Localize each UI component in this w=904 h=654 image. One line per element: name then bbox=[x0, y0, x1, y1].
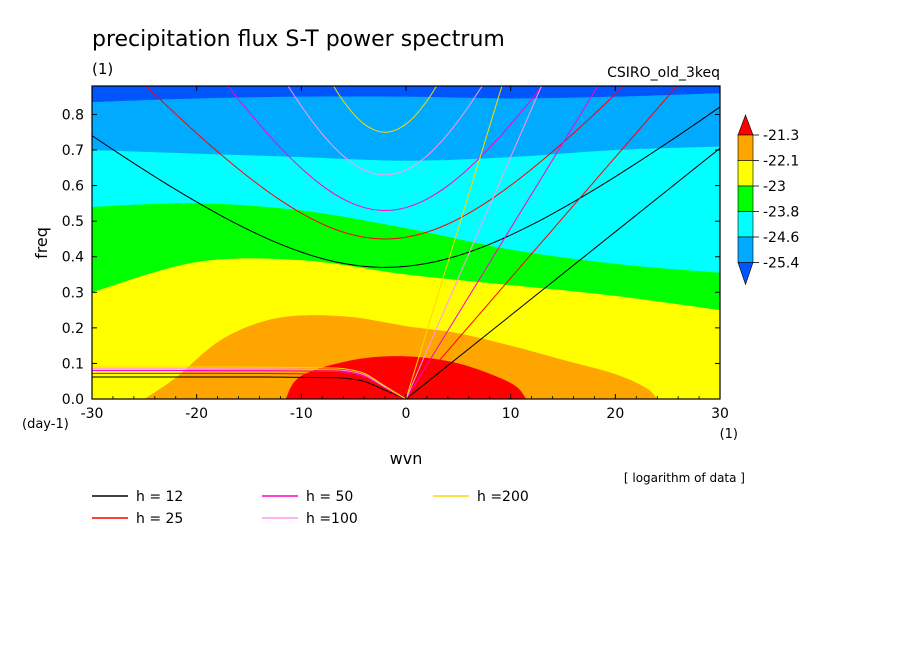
curve-set-5 bbox=[92, 86, 503, 399]
colorbar-label: -24.6 bbox=[763, 230, 799, 246]
x-tick-label: 10 bbox=[502, 406, 520, 422]
y-axis-unit: (day-1) bbox=[22, 417, 69, 432]
x-tick-label: -30 bbox=[81, 406, 104, 422]
kelvin-line bbox=[405, 86, 678, 399]
legend-item: h =200 bbox=[433, 489, 529, 505]
gravity-wave-curve bbox=[227, 86, 543, 211]
y-tick-label: 0.0 bbox=[62, 392, 84, 408]
legend-label: h = 50 bbox=[306, 489, 353, 505]
rossby-curve bbox=[92, 376, 408, 399]
legend-label: h = 25 bbox=[136, 511, 183, 527]
kelvin-line bbox=[405, 86, 599, 399]
x-tick-label: 0 bbox=[402, 406, 411, 422]
gravity-wave-curve bbox=[287, 86, 483, 176]
colorbar-segment bbox=[737, 211, 754, 238]
units-label: (1) bbox=[92, 60, 113, 78]
colorbar-segment bbox=[737, 160, 754, 187]
colorbar-label: -22.1 bbox=[763, 154, 799, 170]
y-tick-label: 0.5 bbox=[62, 214, 84, 230]
model-label: CSIRO_old_3keq bbox=[607, 65, 720, 81]
curve-set-2 bbox=[92, 86, 678, 399]
colorbar: -21.3 -22.1 -23 -23.8 -24.6 -25.4 bbox=[737, 114, 799, 286]
x-tick-label: 30 bbox=[711, 406, 729, 422]
chart-title: precipitation flux S-T power spectrum bbox=[92, 27, 505, 52]
colorbar-bottom-arrow bbox=[737, 262, 754, 286]
gravity-wave-curve bbox=[332, 86, 438, 133]
colorbar-label: -21.3 bbox=[763, 128, 799, 144]
fill-red bbox=[285, 356, 527, 399]
colorbar-segment bbox=[737, 134, 754, 161]
fill-blue bbox=[92, 86, 720, 103]
x-axis-ticks: -30 -20 -10 0 10 20 30 bbox=[81, 86, 729, 422]
legend-label: h =100 bbox=[306, 511, 358, 527]
gravity-wave-curve bbox=[145, 86, 625, 240]
legend-label: h =200 bbox=[477, 489, 529, 505]
y-tick-label: 0.3 bbox=[62, 285, 84, 301]
colorbar-segment bbox=[737, 185, 754, 212]
curve-set-4 bbox=[92, 86, 542, 399]
rossby-curve bbox=[92, 366, 407, 399]
colorbar-label: -25.4 bbox=[763, 256, 799, 272]
kelvin-line bbox=[405, 86, 542, 399]
legend-item: h = 50 bbox=[262, 489, 353, 505]
rossby-curve bbox=[92, 370, 408, 399]
x-axis-unit: (1) bbox=[720, 427, 738, 442]
x-tick-label: -20 bbox=[185, 406, 208, 422]
x-axis-label: wvn bbox=[390, 449, 423, 468]
gravity-wave-curve bbox=[92, 106, 720, 268]
y-tick-label: 0.4 bbox=[62, 250, 84, 266]
contour-fills bbox=[92, 86, 720, 399]
colorbar-segment bbox=[737, 236, 754, 263]
y-tick-label: 0.7 bbox=[62, 143, 84, 159]
rossby-curve bbox=[92, 372, 408, 399]
colorbar-label: -23 bbox=[763, 179, 786, 195]
y-axis-ticks: 0.0 0.1 0.2 0.3 0.4 0.5 0.6 0.7 0.8 bbox=[62, 107, 720, 408]
legend-item: h = 25 bbox=[92, 511, 183, 527]
legend: h = 12 h = 25 h = 50 h =100 h =200 bbox=[92, 489, 529, 527]
y-tick-label: 0.1 bbox=[62, 356, 84, 372]
y-tick-label: 0.8 bbox=[62, 107, 84, 123]
kelvin-line bbox=[405, 86, 503, 399]
y-tick-label: 0.6 bbox=[62, 179, 84, 195]
x-tick-label: -10 bbox=[290, 406, 313, 422]
log-note: [ logarithm of data ] bbox=[624, 471, 745, 485]
curve-set-1 bbox=[92, 106, 720, 399]
curve-set-3 bbox=[92, 86, 599, 399]
x-tick-label: 20 bbox=[606, 406, 624, 422]
colorbar-label: -23.8 bbox=[763, 205, 799, 221]
legend-item: h =100 bbox=[262, 511, 358, 527]
legend-item: h = 12 bbox=[92, 489, 183, 505]
y-tick-label: 0.2 bbox=[62, 321, 84, 337]
colorbar-top-arrow bbox=[737, 114, 754, 136]
y-axis-label: freq bbox=[32, 227, 51, 259]
dispersion-curves bbox=[92, 86, 720, 399]
rossby-curve bbox=[92, 368, 407, 399]
kelvin-line bbox=[405, 147, 720, 399]
legend-label: h = 12 bbox=[136, 489, 183, 505]
